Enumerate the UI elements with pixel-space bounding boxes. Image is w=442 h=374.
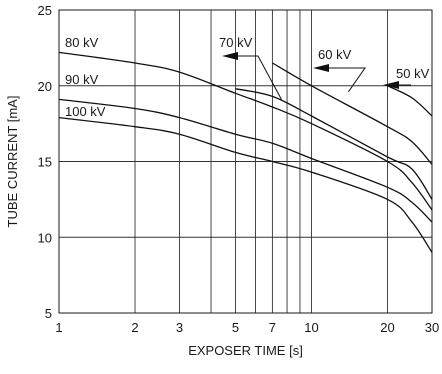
series-label-100-kv: 100 kV (65, 104, 106, 119)
y-tick-label: 15 (38, 155, 52, 170)
arrow-70kv-leader (236, 55, 282, 100)
series-label-50-kv: 50 kV (396, 66, 430, 81)
grid (58, 9, 433, 314)
plot-frame (58, 9, 433, 314)
arrow-60kv-arrowhead (313, 64, 329, 72)
series-label-90-kv: 90 kV (65, 72, 99, 87)
x-tick-label: 7 (269, 320, 276, 335)
x-tick-label: 3 (176, 320, 183, 335)
y-tick-label: 5 (45, 306, 52, 321)
series-lines (58, 51, 433, 253)
x-tick-label: 1 (55, 320, 62, 335)
arrow-60kv-leader (328, 67, 366, 93)
y-tick-label: 25 (38, 3, 52, 18)
y-tick-label: 10 (38, 230, 52, 245)
series-line-50-kv (387, 85, 433, 117)
series-line-90-kv (58, 98, 433, 223)
series-line-100-kv (58, 116, 433, 253)
x-axis-label: EXPOSER TIME [s] (188, 343, 303, 358)
y-tick-label: 20 (38, 79, 52, 94)
annotations: 80 kV 90 kV 100 kV 70 kV 60 kV 50 kV (65, 35, 430, 119)
y-axis-label: TUBE CURRENT [mA] (5, 96, 20, 228)
series-label-60-kv: 60 kV (318, 47, 352, 62)
x-tick-label: 5 (232, 320, 239, 335)
series-line-70-kv (235, 88, 433, 200)
tick-labels: 1 2 3 5 7 10 20 30 5 10 15 20 25 (38, 3, 440, 335)
x-tick-label: 10 (304, 320, 318, 335)
series-label-80-kv: 80 kV (65, 35, 99, 50)
arrow-70kv-arrowhead (222, 52, 238, 60)
series-line-60-kv (272, 62, 433, 165)
series-label-70-kv: 70 kV (219, 35, 253, 50)
series-line-80-kv (58, 51, 433, 211)
x-tick-label: 20 (380, 320, 394, 335)
arrow-50kv-arrowhead (383, 81, 399, 89)
x-tick-label: 30 (425, 320, 439, 335)
x-tick-label: 2 (131, 320, 138, 335)
